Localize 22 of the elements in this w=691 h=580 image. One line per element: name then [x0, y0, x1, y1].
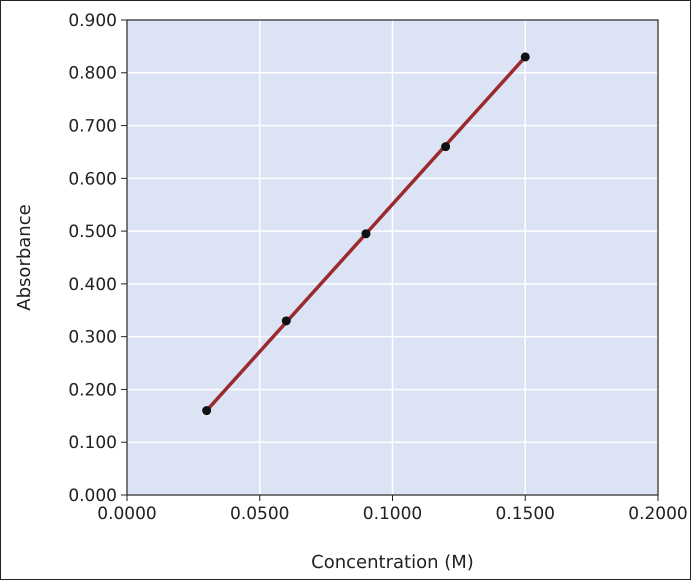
- y-axis-title: Absorbance: [14, 204, 35, 311]
- y-tick-label: 0.700: [68, 116, 117, 137]
- y-tick-label: 0.100: [68, 433, 117, 454]
- y-tick-label: 0.900: [68, 10, 117, 31]
- y-tick-label: 0.300: [68, 328, 117, 348]
- point: [282, 316, 291, 326]
- x-tick-label: 0.0000: [97, 504, 157, 524]
- point: [441, 142, 450, 152]
- point: [520, 52, 530, 62]
- y-tick-label: 0.200: [68, 380, 117, 400]
- x-axis-title: Concentration (M): [311, 552, 474, 573]
- y-tick-label: 0.800: [68, 64, 117, 84]
- y-tick-label: 0.400: [68, 274, 117, 295]
- x-tick-label: 0.1500: [496, 504, 555, 524]
- y-tick-label: 0.000: [68, 486, 117, 506]
- y-tick-label: 0.600: [68, 169, 117, 190]
- point: [361, 229, 370, 238]
- x-tick-label: 0.0500: [230, 504, 290, 524]
- x-tick-label: 0.2000: [628, 504, 688, 524]
- x-tick-label: 0.1000: [362, 504, 422, 524]
- point: [202, 406, 212, 416]
- y-tick-label: 0.500: [68, 222, 117, 242]
